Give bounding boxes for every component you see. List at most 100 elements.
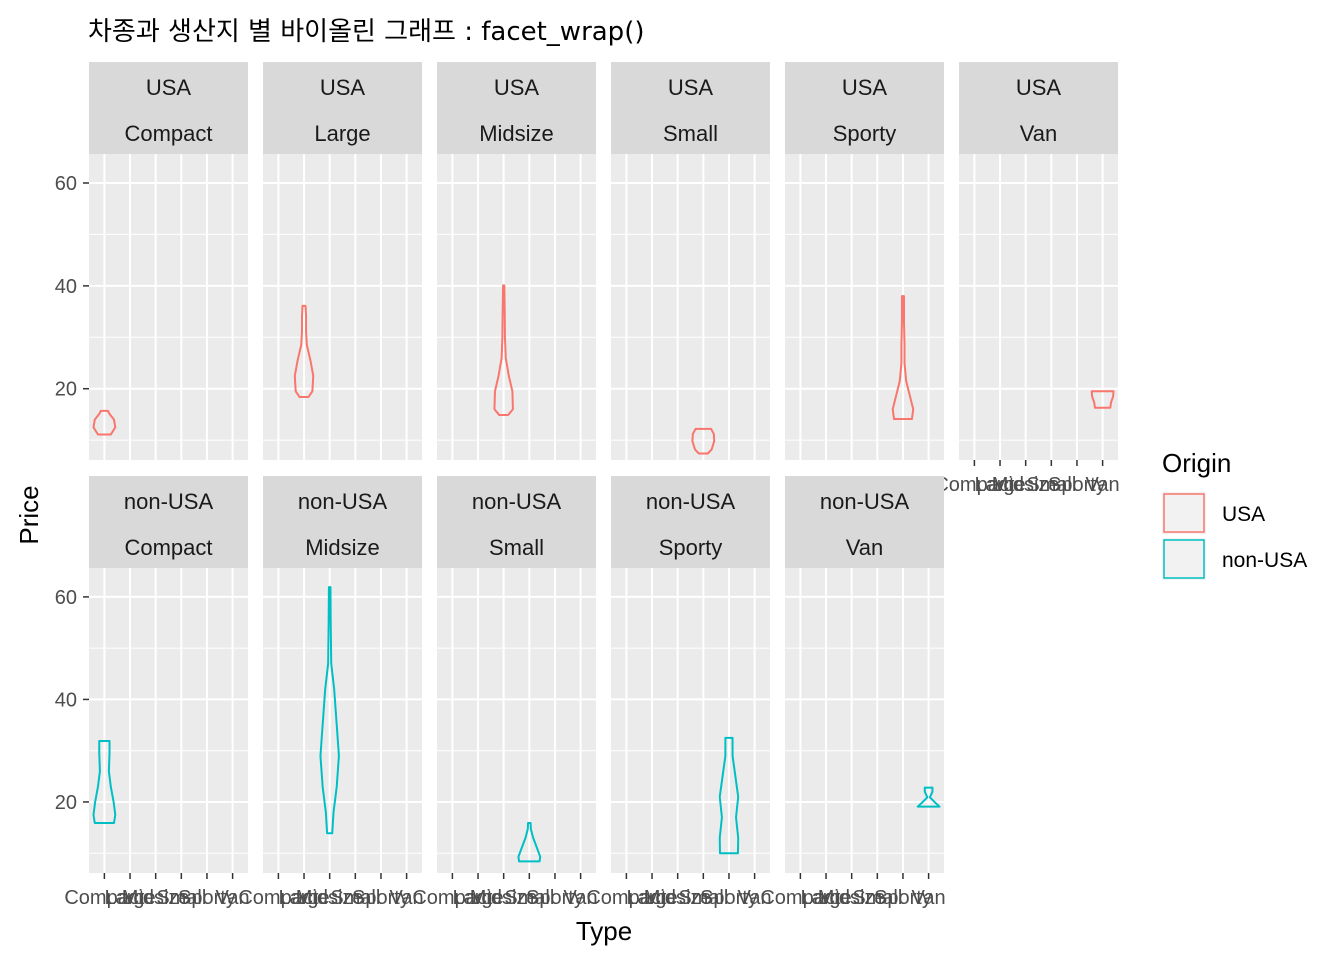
panel-background: [785, 154, 944, 460]
strip-label-type: Compact: [124, 535, 212, 560]
panel-background: [89, 154, 248, 460]
x-tick-label: Van: [738, 887, 772, 909]
facet-strip: [959, 62, 1118, 154]
legend-items: USA non-USA: [1162, 492, 1307, 580]
x-tick-label: Sporty: [352, 887, 410, 909]
facet-panel: non-USA Van CompactLargeMidsizeSmallSporty…: [760, 476, 946, 909]
y-tick-label: 40: [55, 689, 77, 711]
violin-usa-van: [1090, 390, 1115, 409]
x-tick-label: Midsize: [122, 887, 190, 909]
x-tick-label: Van: [564, 887, 598, 909]
facet-strip: [89, 62, 248, 154]
violin-usa-midsize: [493, 284, 514, 416]
x-tick-label: Sporty: [178, 887, 236, 909]
facet-panel: non-USAMidsizeCompactLargeMidsizeSmallSp…: [238, 476, 424, 909]
panel-background: [959, 154, 1118, 460]
y-tick-label: 60: [55, 173, 77, 195]
strip-label-origin: USA: [146, 75, 192, 100]
facet-strip: [89, 476, 248, 568]
strip-label-origin: USA: [842, 75, 888, 100]
facet-strip: [437, 476, 596, 568]
facet-panel: USA Large: [263, 62, 422, 460]
x-tick-label: Sporty: [1048, 474, 1106, 496]
x-tick-label: Large: [452, 887, 503, 909]
facet-strip: [437, 62, 596, 154]
x-tick-label: Compact: [238, 887, 318, 909]
facet-strip: [785, 62, 944, 154]
strip-label-origin: non-USA: [820, 489, 910, 514]
facet-panels: USA Compact 20 40 60 USA Large USA Midsize USA Sma…: [55, 62, 1120, 909]
x-tick-label: Midsize: [296, 887, 364, 909]
x-tick-label: Large: [626, 887, 677, 909]
strip-label-type: Sporty: [833, 121, 897, 146]
x-tick-label: Small: [678, 887, 728, 909]
x-tick-label: Compact: [586, 887, 666, 909]
x-tick-label: Small: [1026, 474, 1076, 496]
x-tick-label: Midsize: [470, 887, 538, 909]
x-tick-label: Compact: [760, 887, 840, 909]
panel-background: [263, 154, 422, 460]
facet-panel: non-USACompact204060CompactLargeMidsizeS…: [55, 476, 250, 909]
x-tick-label: Large: [278, 887, 329, 909]
facet-panel: USA Small: [611, 62, 770, 460]
strip-label-type: Compact: [124, 121, 212, 146]
legend-key: [1163, 493, 1205, 533]
strip-label-type: Small: [663, 121, 718, 146]
strip-label-type: Van: [1020, 121, 1058, 146]
x-tick-label: Large: [800, 887, 851, 909]
x-tick-label: Small: [504, 887, 554, 909]
x-tick-label: Compact: [934, 474, 1014, 496]
strip-label-origin: USA: [1016, 75, 1062, 100]
strip-label-origin: USA: [494, 75, 540, 100]
panel-background: [437, 568, 596, 873]
legend-key-background: [1162, 538, 1206, 580]
panel-background: [785, 568, 944, 873]
violin-non-usa-compact: [92, 739, 117, 824]
legend-label: USA: [1222, 503, 1265, 526]
panel-background: [437, 154, 596, 460]
panel-background: [263, 568, 422, 873]
strip-label-origin: non-USA: [646, 489, 736, 514]
y-axis-title: Price: [14, 485, 44, 544]
x-tick-label: Large: [974, 474, 1025, 496]
legend-key: [1163, 539, 1205, 579]
violin-non-usa-midsize: [319, 586, 340, 835]
strip-label-origin: USA: [668, 75, 714, 100]
facet-strip: [611, 476, 770, 568]
strip-label-origin: non-USA: [472, 489, 562, 514]
x-tick-label: Van: [912, 887, 946, 909]
strip-label-type: Small: [489, 535, 544, 560]
x-tick-label: Midsize: [818, 887, 886, 909]
strip-label-origin: USA: [320, 75, 366, 100]
y-tick-label: 40: [55, 276, 77, 298]
x-tick-label: Small: [330, 887, 380, 909]
strip-label-type: Midsize: [479, 121, 554, 146]
legend-title: Origin: [1162, 448, 1231, 478]
x-tick-label: Van: [1086, 474, 1120, 496]
violin-usa-compact: [92, 409, 117, 436]
violin-non-usa-van: [916, 786, 941, 808]
facet-panel: non-USASportyCompactLargeMidsizeSmallSpo…: [586, 476, 772, 909]
x-tick-label: Midsize: [644, 887, 712, 909]
facet-strip: [263, 476, 422, 568]
panel-background: [611, 154, 770, 460]
x-tick-label: Midsize: [992, 474, 1060, 496]
legend: Origin USA non-USA: [1162, 448, 1307, 580]
facet-strip: [611, 62, 770, 154]
violin-non-usa-sporty: [718, 736, 740, 855]
facet-panel: non-USASmallCompactLargeMidsizeSmallSpor…: [412, 476, 598, 909]
violin-usa-large: [293, 304, 315, 398]
y-tick-label: 20: [55, 792, 77, 814]
panel-background: [89, 568, 248, 873]
x-tick-label: Sporty: [874, 887, 932, 909]
legend-key-background: [1162, 492, 1206, 534]
strip-label-origin: non-USA: [298, 489, 388, 514]
panel-background: [611, 568, 770, 873]
x-tick-label: Compact: [412, 887, 492, 909]
strip-label-origin: non-USA: [124, 489, 214, 514]
facet-strip: [785, 476, 944, 568]
x-tick-label: Sporty: [700, 887, 758, 909]
y-tick-label: 20: [55, 379, 77, 401]
